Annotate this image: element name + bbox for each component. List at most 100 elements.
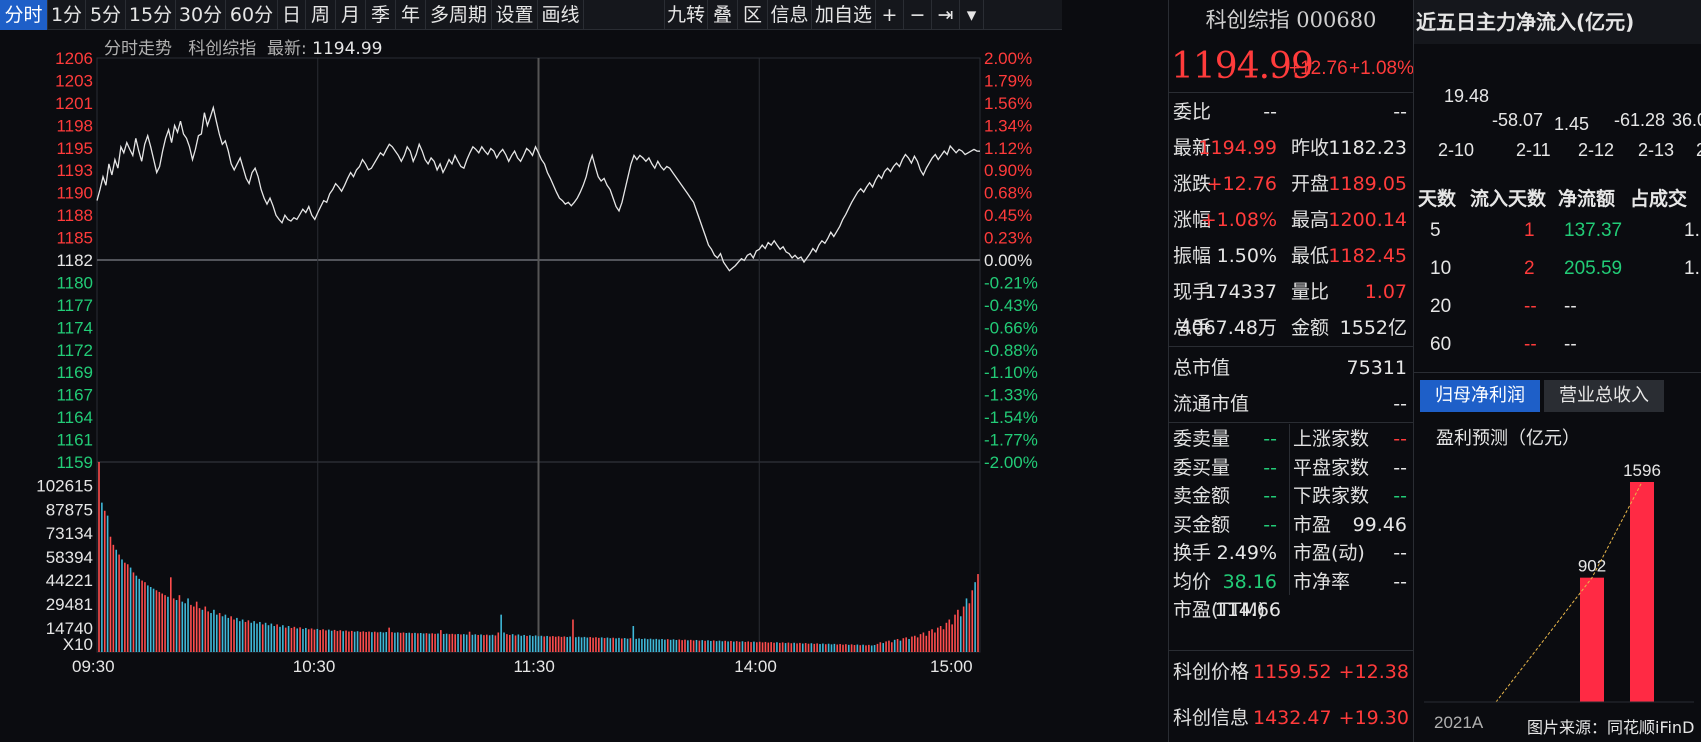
quote-row-value: 75311 — [1346, 357, 1407, 379]
quote-row-label: 委买量 — [1173, 456, 1231, 479]
price-tick-label: 1177 — [56, 296, 93, 315]
flow-table-header: 占成交 — [1630, 188, 1688, 210]
period-tab-11[interactable]: 多周期 — [426, 0, 492, 30]
period-tab-12[interactable]: 设置 — [492, 0, 538, 30]
quote-row-label2: 昨收 — [1291, 137, 1330, 159]
quote-row-value2: 1182.23 — [1328, 137, 1407, 159]
quote-row-label2: 市盈 — [1293, 513, 1332, 536]
pct-tick-label: -0.88% — [984, 341, 1038, 360]
period-tab-13[interactable]: 画线 — [538, 0, 584, 30]
price-tick-label: 1203 — [55, 71, 93, 90]
period-tab-9[interactable]: 季 — [366, 0, 396, 30]
flow-cell-ratio: 1. — [1684, 258, 1700, 279]
period-tab-1[interactable]: 1分 — [48, 0, 86, 30]
quote-row-value: 38.16 — [1222, 570, 1277, 593]
quote-row-value: 114.66 — [1214, 599, 1281, 621]
flow-cell-inflow-days: -- — [1524, 296, 1537, 317]
related-index-change: +19.30 — [1338, 707, 1409, 729]
forecast-chart: 902 1596 2021A — [1424, 461, 1694, 732]
chart-title-prefix: 分时走势 — [104, 39, 172, 59]
quote-row-label2: 市净率 — [1293, 570, 1351, 593]
quote-divider — [1169, 92, 1413, 93]
forecast-tab-0[interactable]: 归母净利润 — [1420, 380, 1540, 412]
intraday-chart-svg[interactable]: 1206 2.00% 1203 1.79% 1201 1.56% 1198 1.34% 1195… — [0, 30, 1165, 742]
quote-row: 委比 -- -- — [1169, 94, 1413, 130]
price-tick-label: 1164 — [56, 408, 93, 427]
price-tick-label: 1159 — [56, 453, 93, 472]
period-tab-10[interactable]: 年 — [396, 0, 426, 30]
volume-tick-label: 58394 — [46, 548, 93, 567]
quote-row-label2: 最低 — [1291, 245, 1330, 267]
pct-tick-label: 2.00% — [984, 49, 1032, 68]
quote-row-value2: -- — [1393, 428, 1407, 450]
quote-divider — [1169, 422, 1413, 423]
toolbar-tool-8[interactable]: ▾ — [960, 0, 984, 30]
flow-cell-days: 60 — [1430, 334, 1452, 355]
quote-row-value2: -- — [1393, 542, 1407, 564]
period-tab-5[interactable]: 60分 — [226, 0, 278, 30]
toolbar-tool-5[interactable]: + — [876, 0, 904, 30]
period-tab-0[interactable]: 分时 — [0, 0, 48, 30]
quote-row-label: 卖金额 — [1173, 485, 1231, 507]
pct-tick-label: 1.79% — [984, 71, 1032, 90]
quote-row: 振幅 1.50% 最低 1182.45 — [1169, 238, 1413, 274]
chart-title: 分时走势 科创综指 最新: 1194.99 — [104, 34, 382, 59]
volume-tick-label: 73134 — [46, 524, 93, 543]
period-tab-8[interactable]: 月 — [336, 0, 366, 30]
toolbar-tool-3[interactable]: 信息 — [768, 0, 812, 30]
period-tab-4[interactable]: 30分 — [176, 0, 226, 30]
quote-row: 涨幅 +1.08% 最高 1200.14 — [1169, 202, 1413, 238]
quote-row-label: 均价 — [1173, 570, 1212, 593]
toolbar-tool-4[interactable]: 加自选 — [812, 0, 876, 30]
quote-row-value: 174337 — [1204, 281, 1277, 303]
period-tab-7[interactable]: 周 — [306, 0, 336, 30]
price-tick-label: 1161 — [56, 431, 93, 450]
quote-row-value2: 1182.45 — [1328, 245, 1407, 267]
quote-row-value: 4067.48万 — [1179, 317, 1277, 339]
flow-cell-inflow-days: -- — [1524, 334, 1537, 355]
related-index-row[interactable]: 科创信息 1432.47 +19.30 — [1169, 700, 1413, 736]
volume-indicator-label: X10 — [63, 635, 93, 654]
quote-grid-row: 市盈(TTM) 114.66 — [1169, 595, 1413, 625]
period-tab-3[interactable]: 15分 — [126, 0, 176, 30]
period-tab-2[interactable]: 5分 — [86, 0, 126, 30]
flow-value: 19.48 — [1444, 86, 1490, 106]
toolbar-tool-2[interactable]: 区 — [738, 0, 768, 30]
pct-tick-label: 0.90% — [984, 161, 1032, 180]
quote-row-label: 换手 — [1173, 542, 1212, 564]
quote-row-value2: 1189.05 — [1328, 173, 1407, 195]
flow-table-header: 净流额 — [1558, 188, 1616, 210]
pct-tick-label: -0.21% — [984, 273, 1038, 292]
forecast-axis-label: 2021A — [1434, 713, 1484, 732]
flow-divider — [1414, 372, 1701, 373]
related-index-name: 科创信息 — [1173, 707, 1250, 729]
quote-row-value: -- — [1263, 101, 1277, 123]
quote-row-value2: 1200.14 — [1328, 209, 1407, 231]
toolbar-tool-7[interactable]: ⇥ — [932, 0, 960, 30]
quote-row-label2: 量比 — [1291, 281, 1330, 303]
pct-tick-label: 0.23% — [984, 229, 1032, 248]
related-index-row[interactable]: 科创价格 1159.52 +12.38 — [1169, 654, 1413, 690]
price-tick-label: 1193 — [56, 161, 93, 180]
toolbar-tool-0[interactable]: 九转 — [664, 0, 708, 30]
quote-single-row: 总市值 75311 — [1169, 350, 1413, 386]
quote-row-label: 振幅 — [1173, 245, 1212, 267]
toolbar-tool-1[interactable]: 叠 — [708, 0, 738, 30]
quote-row-value: 1194.99 — [1198, 137, 1277, 159]
quote-row-label: 涨幅 — [1173, 209, 1212, 231]
pct-tick-label: 1.56% — [984, 94, 1032, 113]
toolbar-tool-6[interactable]: − — [904, 0, 932, 30]
quote-row-label2: 市盈(动) — [1293, 542, 1365, 564]
intraday-chart[interactable]: 1206 2.00% 1203 1.79% 1201 1.56% 1198 1.34% 1195… — [0, 30, 1165, 742]
flow-day-label: 2-14 — [1696, 140, 1701, 161]
flow-table-header: 天数 — [1418, 188, 1457, 210]
quote-row-value: +1.08% — [1200, 209, 1277, 231]
quote-row-value2: -- — [1393, 570, 1407, 593]
price-tick-label: 1198 — [56, 116, 93, 135]
price-tick-label: 1174 — [56, 318, 93, 337]
flow-cell-net: 205.59 — [1564, 258, 1623, 279]
forecast-bar-value: 902 — [1578, 557, 1606, 576]
forecast-tab-1[interactable]: 营业总收入 — [1544, 380, 1664, 412]
period-tab-6[interactable]: 日 — [278, 0, 306, 30]
forecast-bar — [1580, 577, 1604, 702]
